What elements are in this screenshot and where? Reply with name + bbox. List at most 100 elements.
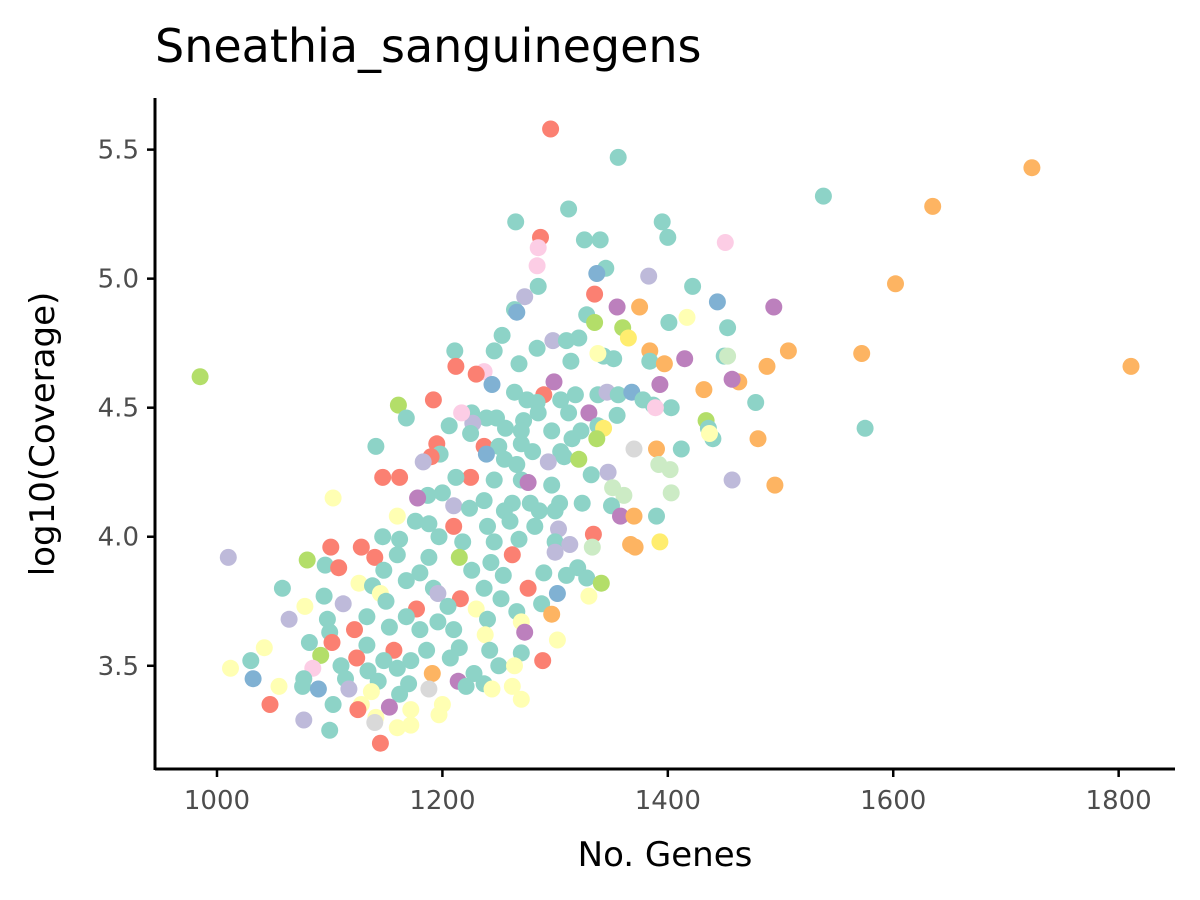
data-point [560, 200, 578, 218]
data-point [575, 231, 593, 249]
data-point [588, 430, 606, 448]
data-point [526, 517, 544, 535]
data-point [420, 515, 438, 533]
data-point [723, 370, 741, 388]
data-point [445, 621, 463, 639]
data-point [586, 314, 604, 331]
data-point [462, 468, 480, 486]
data-point [548, 631, 566, 649]
data-point [482, 554, 500, 571]
data-point [512, 690, 530, 708]
data-point [453, 404, 471, 422]
data-point [388, 507, 406, 525]
data-point [397, 608, 415, 626]
data-point [300, 634, 318, 651]
x-tick-label: 1400 [635, 786, 701, 816]
data-point [439, 597, 457, 615]
data-point [503, 677, 521, 695]
data-point [280, 610, 298, 628]
data-point [519, 474, 537, 491]
data-point [397, 572, 415, 590]
data-point [1023, 159, 1041, 177]
data-point [588, 265, 606, 282]
data-point [508, 456, 526, 473]
data-point [374, 528, 392, 546]
data-point [332, 657, 350, 675]
data-point [684, 277, 702, 295]
data-point [512, 644, 530, 662]
data-point [543, 476, 561, 494]
data-point [191, 368, 209, 386]
data-point [457, 677, 475, 695]
data-point [609, 148, 627, 166]
data-point [557, 566, 575, 584]
data-point [501, 512, 519, 530]
data-point [388, 659, 406, 677]
data-point [599, 463, 617, 481]
data-point [402, 716, 420, 734]
data-point [589, 345, 607, 362]
data-point [429, 585, 447, 602]
data-point [406, 512, 424, 530]
data-point [270, 677, 288, 695]
data-point [524, 443, 542, 461]
data-point [316, 556, 334, 574]
data-point [244, 670, 262, 688]
data-point [334, 595, 352, 613]
data-point [411, 564, 429, 582]
data-point [853, 345, 871, 362]
data-point [719, 347, 737, 365]
data-point [479, 517, 496, 535]
data-point [414, 453, 432, 471]
y-axis-ticks: 3.5 4.0 4.5 5.0 5.5 [98, 136, 155, 682]
data-point [350, 574, 368, 592]
data-point [295, 711, 313, 729]
data-point [451, 590, 469, 608]
data-point [298, 551, 316, 569]
data-point [608, 406, 626, 424]
data-point [479, 610, 496, 628]
data-point [348, 649, 366, 667]
data-point [651, 533, 669, 551]
data-point [490, 437, 508, 455]
data-point [362, 683, 380, 701]
data-point [510, 530, 528, 548]
y-tick-label: 3.5 [98, 652, 139, 682]
data-point [506, 657, 523, 675]
data-point [566, 386, 584, 404]
data-point [391, 468, 409, 486]
y-tick-label: 5.0 [98, 265, 139, 295]
data-point [255, 639, 273, 657]
data-point [814, 187, 832, 205]
y-axis-title: log10(Coverage) [23, 292, 63, 577]
data-point [493, 326, 511, 344]
data-point [446, 342, 464, 360]
data-point [402, 701, 420, 719]
data-point [578, 569, 596, 587]
data-point [445, 497, 463, 515]
data-point [397, 409, 415, 427]
data-point [534, 652, 552, 670]
x-tick-label: 1600 [860, 786, 926, 816]
data-point [516, 623, 534, 641]
data-point [322, 538, 340, 556]
data-point [672, 440, 690, 458]
data-point [543, 605, 561, 623]
data-point [242, 652, 260, 670]
data-point [492, 590, 510, 608]
data-point [546, 502, 564, 520]
data-point [758, 357, 776, 375]
data-point [424, 391, 442, 409]
data-point [528, 257, 546, 275]
data-point [447, 468, 465, 486]
data-point [678, 308, 696, 326]
data-point [662, 484, 680, 502]
data-point [586, 285, 604, 303]
data-point [716, 234, 734, 251]
x-axis-title: No. Genes [578, 835, 753, 875]
data-point [528, 339, 546, 357]
data-point [546, 543, 564, 561]
data-point [676, 350, 694, 368]
data-point [719, 319, 737, 337]
